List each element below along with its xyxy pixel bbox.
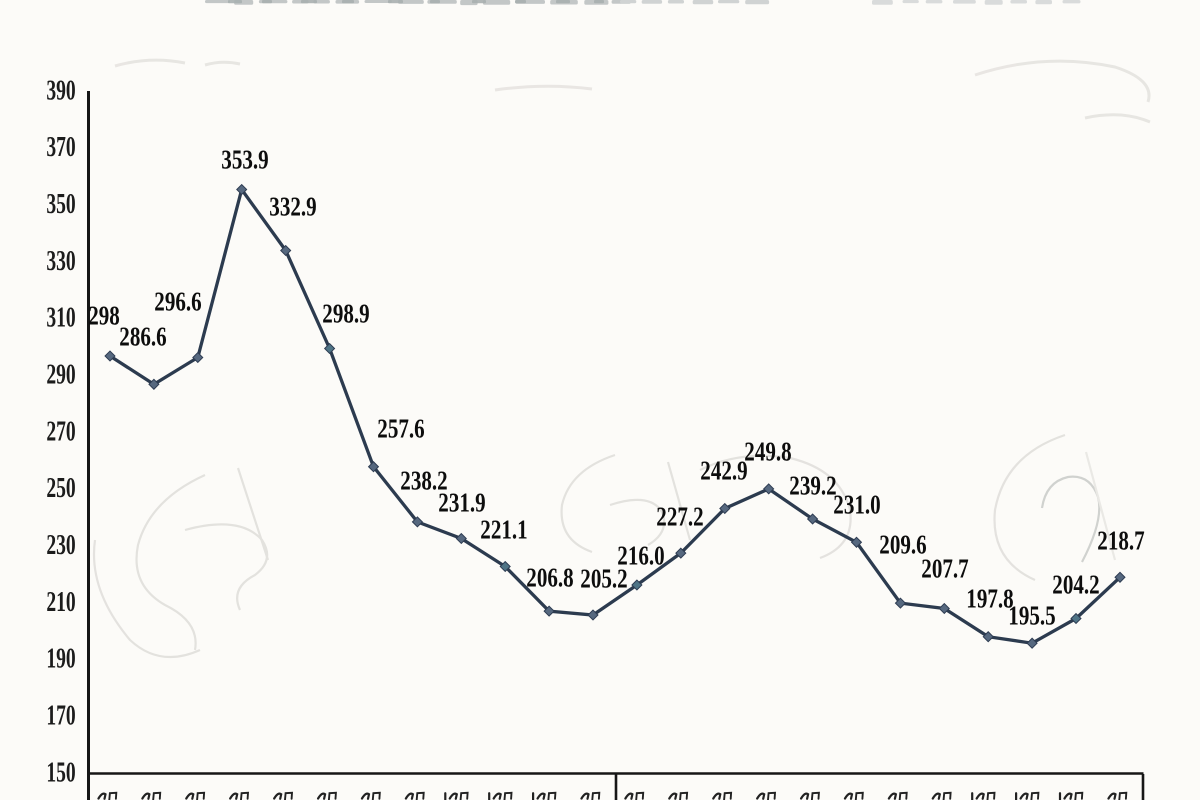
svg-text:390: 390 [46,75,75,106]
svg-text:330: 330 [46,245,75,276]
svg-text:221.1: 221.1 [480,515,527,545]
svg-text:353.9: 353.9 [221,145,268,175]
svg-text:350: 350 [46,189,75,220]
svg-text:209.6: 209.6 [879,530,926,560]
svg-text:238.2: 238.2 [400,466,447,496]
svg-text:310: 310 [46,302,75,333]
svg-text:286.6: 286.6 [119,322,166,352]
svg-text:298: 298 [88,301,120,331]
svg-text:204.2: 204.2 [1052,570,1099,600]
svg-text:210: 210 [46,587,75,618]
svg-text:150: 150 [46,757,75,788]
svg-text:250: 250 [46,473,75,504]
svg-text:249.8: 249.8 [744,437,791,467]
svg-text:207.7: 207.7 [921,554,968,584]
svg-text:218.7: 218.7 [1097,526,1144,556]
svg-text:230: 230 [46,530,75,561]
svg-text:332.9: 332.9 [269,192,316,222]
svg-text:195.5: 195.5 [1008,601,1055,631]
svg-text:170: 170 [46,700,75,731]
svg-text:190: 190 [46,643,75,674]
svg-text:298.9: 298.9 [322,299,369,329]
svg-text:231.9: 231.9 [438,488,485,518]
svg-text:242.9: 242.9 [700,456,747,486]
svg-text:205.2: 205.2 [580,564,627,594]
svg-text:290: 290 [46,359,75,390]
svg-text:296.6: 296.6 [154,287,201,317]
svg-text:270: 270 [46,416,75,447]
svg-text:227.2: 227.2 [656,502,703,532]
svg-text:239.2: 239.2 [789,471,836,501]
svg-text:216.0: 216.0 [617,541,664,571]
svg-text:370: 370 [46,132,75,163]
svg-text:257.6: 257.6 [377,414,424,444]
svg-text:197.8: 197.8 [966,584,1013,614]
svg-text:231.0: 231.0 [833,490,880,520]
svg-text:206.8: 206.8 [526,563,573,593]
